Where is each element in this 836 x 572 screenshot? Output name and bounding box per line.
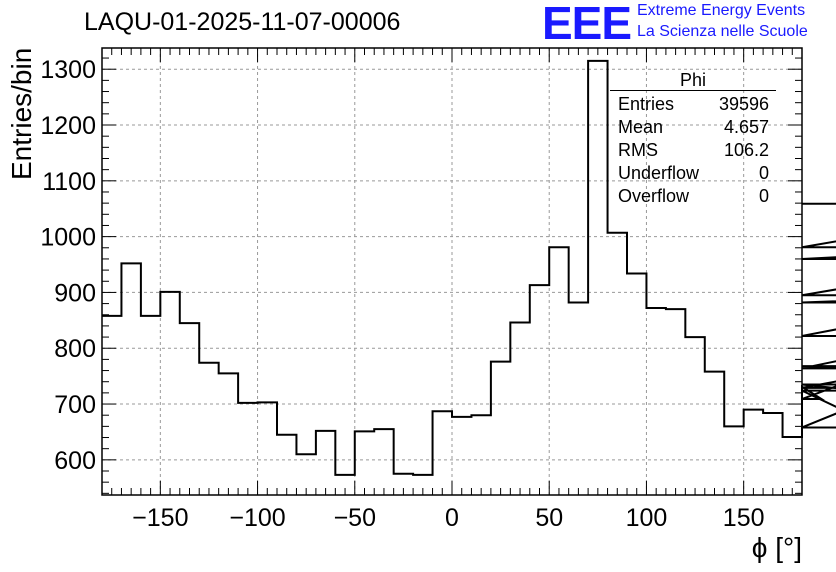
y-tick-label: 600: [54, 447, 96, 475]
stats-label: Entries: [618, 94, 675, 114]
y-tick-label: 1200: [40, 112, 96, 140]
y-axis-label: Entries/bin: [6, 47, 37, 180]
histogram-bin: [219, 373, 238, 495]
y-tick-label: 700: [54, 391, 96, 419]
histogram-bin: [724, 426, 743, 495]
x-axis-label: ϕ [°]: [751, 532, 802, 563]
stats-row-overflow: Overflow 0: [610, 185, 776, 208]
x-tick-label: 100: [626, 504, 668, 532]
stats-row-underflow: Underflow 0: [610, 162, 776, 185]
histogram-bin: [510, 323, 529, 495]
stats-label: Underflow: [618, 163, 700, 183]
histogram-outline: [102, 59, 836, 476]
y-tick-label: 900: [54, 279, 96, 307]
histogram-bin: [705, 372, 724, 495]
histogram-bin: [783, 437, 802, 495]
histogram-bin: [433, 411, 452, 495]
stats-divider: [610, 90, 776, 91]
histogram-bin: [355, 431, 374, 495]
x-tick-label: 0: [445, 504, 459, 532]
histogram-bin: [238, 403, 257, 495]
stats-value: 106.2: [723, 140, 769, 160]
stats-value: 0: [758, 163, 769, 183]
histogram-bin: [160, 292, 179, 495]
stats-title: Phi: [679, 70, 706, 90]
histogram-bin: [646, 308, 665, 495]
histogram-bin: [763, 413, 782, 495]
stats-row-rms: RMS 106.2: [610, 139, 776, 162]
histogram-bin: [588, 61, 607, 495]
histogram-bin: [141, 316, 160, 495]
histogram-bin: [316, 431, 335, 495]
histogram-bin: [102, 316, 121, 495]
histogram-bin: [121, 263, 140, 495]
histogram-bin: [491, 362, 510, 495]
stats-value: 39596: [718, 94, 769, 114]
axis-ticks: [102, 48, 802, 495]
histogram-bin: [277, 435, 296, 495]
stats-value: 4.657: [723, 117, 769, 137]
histogram-bin: [180, 323, 199, 495]
logo-caption-2: La Scienza nelle Scuole: [637, 23, 808, 40]
stats-row-mean: Mean 4.657: [610, 116, 776, 139]
eee-logo: EEE: [542, 0, 632, 49]
y-tick-label: 1100: [42, 168, 96, 196]
histogram-bin: [666, 309, 685, 495]
stats-label: RMS: [618, 140, 658, 160]
y-tick-label: 800: [54, 335, 96, 363]
histogram-bin: [685, 337, 704, 495]
histogram-bin: [744, 410, 763, 495]
plot-frame: [101, 47, 803, 496]
stats-label: Overflow: [618, 186, 690, 206]
stats-box: Phi Entries 39596 Mean 4.657 RMS 106.2 U…: [610, 70, 776, 208]
x-tick-labels: −150 −100 −50 0 50 100 150: [132, 504, 764, 532]
x-tick-label: −100: [229, 504, 285, 532]
chart-title: LAQU-01-2025-11-07-00006: [84, 8, 401, 36]
stats-label: Mean: [618, 117, 664, 137]
x-tick-label: 50: [535, 504, 563, 532]
y-tick-labels: 600 700 800 900 1000 1100 1200 1300: [40, 56, 96, 475]
x-tick-label: −50: [334, 504, 376, 532]
y-tick-label: 1300: [40, 56, 96, 84]
stats-value: 0: [758, 186, 769, 206]
histogram-bin: [258, 402, 277, 495]
histogram-bin: [374, 429, 393, 495]
y-tick-label: 1000: [40, 224, 96, 252]
x-tick-label: 150: [723, 504, 765, 532]
histogram-bin: [549, 247, 568, 495]
histogram-bin: [452, 417, 471, 495]
logo-caption-1: Extreme Energy Events: [637, 2, 806, 19]
histogram-bin: [608, 233, 627, 495]
stats-row-entries: Entries 39596: [610, 93, 776, 116]
x-tick-label: −150: [132, 504, 188, 532]
histogram-bin: [530, 285, 549, 495]
histogram-bin: [199, 363, 218, 495]
histogram-bin: [569, 302, 588, 495]
histogram-bin: [471, 415, 490, 495]
histogram-bin: [627, 273, 646, 495]
